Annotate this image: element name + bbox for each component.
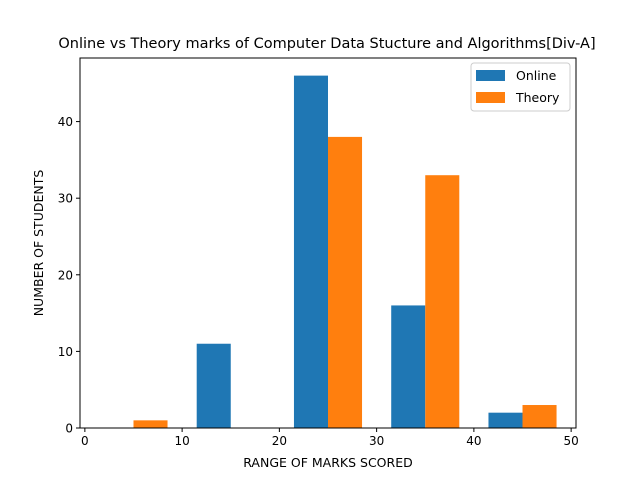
legend-label-theory: Theory xyxy=(515,90,560,105)
y-axis: 0 10 20 30 40 xyxy=(58,115,80,436)
bars-layer xyxy=(133,75,557,428)
legend-swatch-online xyxy=(476,70,505,81)
x-tick-label: 30 xyxy=(369,434,384,448)
legend: Online Theory xyxy=(470,62,571,112)
chart-title: Online vs Theory marks of Computer Data … xyxy=(58,36,595,52)
legend-label-online: Online xyxy=(516,68,557,83)
x-tick-label: 50 xyxy=(563,434,578,448)
bar-online-40-50 xyxy=(488,412,523,428)
x-tick-label: 20 xyxy=(272,434,287,448)
bar-theory-0-10 xyxy=(133,420,168,428)
y-tick-label: 0 xyxy=(65,422,73,436)
plot-frame xyxy=(79,57,577,429)
x-tick-label: 40 xyxy=(466,434,481,448)
y-tick-label: 10 xyxy=(58,345,73,359)
bar-online-10-20 xyxy=(196,343,231,428)
x-tick-label: 10 xyxy=(174,434,189,448)
bar-theory-40-50 xyxy=(522,405,557,428)
bar-online-30-40 xyxy=(391,305,426,428)
y-tick-label: 20 xyxy=(58,268,73,282)
x-axis: 0 10 20 30 40 50 xyxy=(81,428,579,448)
y-axis-label: NUMBER OF STUDENTS xyxy=(31,170,46,317)
bar-online-20-30 xyxy=(293,75,328,428)
legend-swatch-theory xyxy=(476,92,505,103)
y-tick-label: 30 xyxy=(58,192,73,206)
bar-theory-30-40 xyxy=(425,175,460,428)
x-axis-label: RANGE OF MARKS SCORED xyxy=(243,455,412,470)
x-tick-label: 0 xyxy=(81,434,89,448)
y-tick-label: 40 xyxy=(58,115,73,129)
bar-theory-20-30 xyxy=(328,136,363,428)
